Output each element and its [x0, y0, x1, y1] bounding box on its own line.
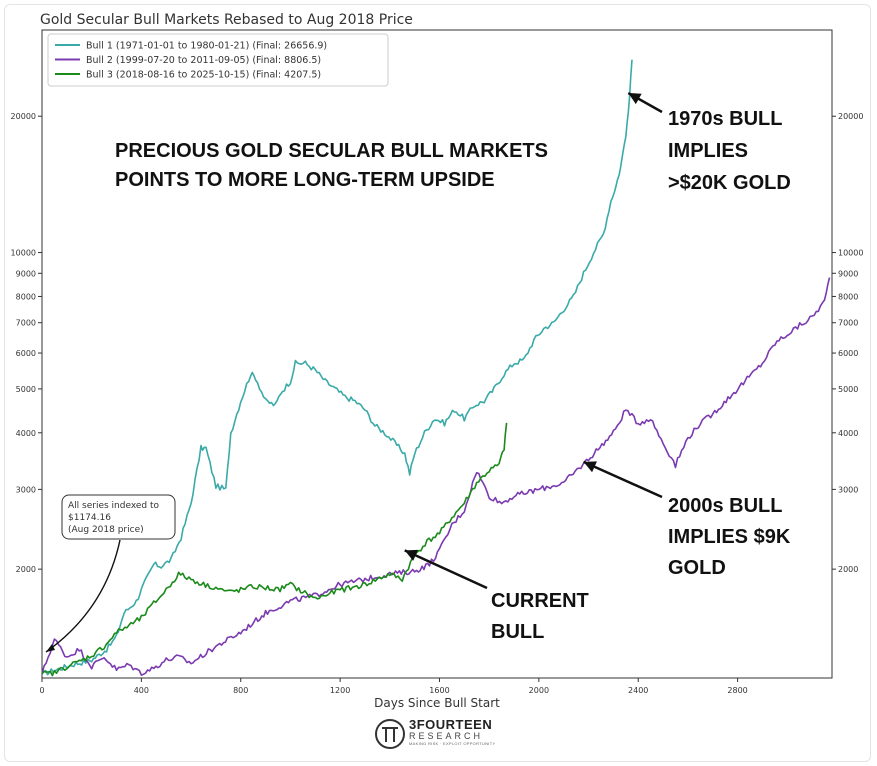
- label-1970s-line-3: >$20K GOLD: [668, 172, 791, 194]
- index-callout: All series indexed to $1174.16 (Aug 2018…: [45, 494, 176, 653]
- logo-main: 3FOURTEEN: [409, 717, 493, 732]
- axes: 0 400 800 1200 1600 2000 2400 2800 2000 2000 3000 3…: [11, 112, 864, 695]
- headline-line-2: POINTS TO MORE LONG-TERM UPSIDE: [115, 169, 495, 191]
- pi-circle-icon: [375, 719, 405, 749]
- callout-line-2: $1174.16: [68, 513, 111, 523]
- x-tick-label: 800: [233, 686, 248, 695]
- y-tick-label-right: 3000: [838, 485, 858, 494]
- headline-line-1: PRECIOUS GOLD SECULAR BULL MARKETS: [115, 140, 548, 162]
- label-arrow-3: [404, 549, 488, 590]
- y-tick-label-right: 4000: [838, 429, 858, 438]
- logo-sub: RESEARCH: [409, 731, 484, 741]
- label-2000s: 2000s BULL IMPLIES $9K GOLD: [668, 495, 791, 579]
- x-tick-label: 1600: [429, 686, 449, 695]
- x-axis-label: Days Since Bull Start: [374, 696, 500, 710]
- x-tick-label: 2800: [727, 686, 747, 695]
- x-tick-label: 0: [39, 686, 44, 695]
- label-current-line-2: BULL: [491, 621, 544, 643]
- y-tick-label-right: 6000: [838, 349, 858, 358]
- y-tick-label-right: 10000: [838, 249, 863, 258]
- plot-area: [41, 29, 833, 679]
- series-line-bull-2: [41, 277, 831, 676]
- legend: Bull 1 (1971-01-01 to 1980-01-21) (Final…: [47, 33, 389, 87]
- label-1970s-line-1: 1970s BULL: [668, 108, 783, 130]
- label-arrowhead-2: [583, 461, 597, 473]
- label-1970s: 1970s BULL IMPLIES >$20K GOLD: [668, 108, 791, 194]
- callout-arrowhead: [46, 644, 55, 652]
- label-2000s-line-3: GOLD: [668, 557, 726, 579]
- label-2000s-line-2: IMPLIES $9K: [668, 526, 791, 548]
- label-arrowhead-1: [628, 93, 642, 105]
- label-arrow-2: [583, 460, 663, 499]
- y-tick-label-right: 2000: [838, 565, 858, 574]
- label-current-line-1: CURRENT: [491, 590, 589, 612]
- x-tick-label: 1200: [330, 686, 350, 695]
- label-1970s-line-2: IMPLIES: [668, 140, 748, 162]
- y-tick-label-right: 9000: [838, 269, 858, 278]
- series-layer: [41, 59, 831, 677]
- x-tick-label: 2000: [529, 686, 549, 695]
- chart-title: Gold Secular Bull Markets Rebased to Aug…: [40, 12, 413, 28]
- y-tick-label-right: 5000: [838, 385, 858, 394]
- callout-line-1: All series indexed to: [68, 501, 160, 511]
- y-tick-label-right: 20000: [838, 112, 863, 121]
- legend-entry-bull-3: Bull 3 (2018-08-16 to 2025-10-15) (Final…: [86, 70, 321, 81]
- label-arrowhead-3: [404, 549, 419, 561]
- series-line-bull-1: [41, 59, 633, 676]
- y-tick-label-left: 2000: [16, 565, 36, 574]
- chart-frame: [4, 4, 871, 762]
- x-tick-label: 400: [134, 686, 149, 695]
- series-line-bull-3: [41, 422, 508, 677]
- callout-arrow: [45, 539, 121, 653]
- legend-entry-bull-2: Bull 2 (1999-07-20 to 2011-09-05) (Final…: [86, 55, 321, 66]
- y-tick-label-left: 8000: [16, 292, 36, 301]
- label-arrows: [404, 91, 663, 590]
- label-current: CURRENT BULL: [491, 590, 589, 643]
- y-tick-label-left: 3000: [16, 485, 36, 494]
- label-2000s-line-1: 2000s BULL: [668, 495, 783, 517]
- legend-entry-bull-1: Bull 1 (1971-01-01 to 1980-01-21) (Final…: [86, 41, 327, 52]
- y-tick-label-left: 9000: [16, 269, 36, 278]
- x-tick-label: 2400: [628, 686, 648, 695]
- y-tick-label-right: 8000: [838, 292, 858, 301]
- y-tick-label-left: 5000: [16, 385, 36, 394]
- y-tick-label-left: 10000: [11, 249, 36, 258]
- y-tick-label-left: 6000: [16, 349, 36, 358]
- y-tick-label-left: 7000: [16, 319, 36, 328]
- y-tick-label-left: 4000: [16, 429, 36, 438]
- y-tick-label-right: 7000: [838, 319, 858, 328]
- y-tick-label-left: 20000: [11, 112, 36, 121]
- logo-tagline: MAKING RISK · EXPLOIT OPPORTUNITY: [409, 741, 496, 746]
- logo: 3FOURTEEN RESEARCH MAKING RISK · EXPLOIT…: [409, 718, 495, 747]
- callout-line-3: (Aug 2018 price): [68, 525, 144, 535]
